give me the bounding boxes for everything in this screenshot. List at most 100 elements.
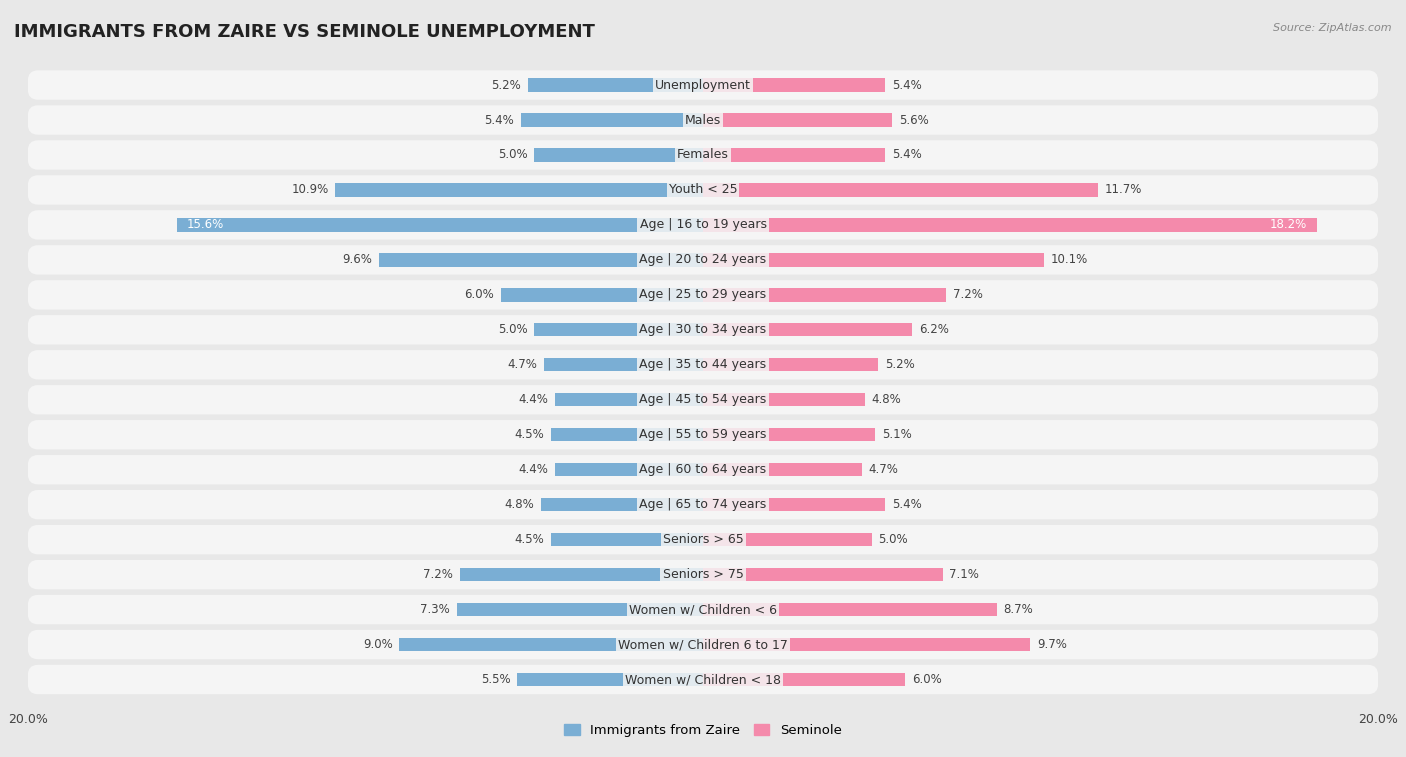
FancyBboxPatch shape xyxy=(28,665,1378,694)
Text: Women w/ Children 6 to 17: Women w/ Children 6 to 17 xyxy=(619,638,787,651)
Text: 5.0%: 5.0% xyxy=(498,323,527,336)
Bar xyxy=(703,183,1098,197)
Text: Women w/ Children < 18: Women w/ Children < 18 xyxy=(626,673,780,686)
Text: Age | 25 to 29 years: Age | 25 to 29 years xyxy=(640,288,766,301)
Text: Seniors > 75: Seniors > 75 xyxy=(662,568,744,581)
Text: 5.2%: 5.2% xyxy=(491,79,520,92)
Bar xyxy=(703,393,865,407)
Bar xyxy=(541,498,703,511)
Text: 7.2%: 7.2% xyxy=(423,568,453,581)
Text: 9.6%: 9.6% xyxy=(343,254,373,266)
Text: 5.0%: 5.0% xyxy=(879,533,908,546)
Text: 10.9%: 10.9% xyxy=(291,183,329,197)
Bar xyxy=(177,218,703,232)
FancyBboxPatch shape xyxy=(28,280,1378,310)
Text: 6.0%: 6.0% xyxy=(912,673,942,686)
Text: Males: Males xyxy=(685,114,721,126)
Bar xyxy=(703,79,886,92)
FancyBboxPatch shape xyxy=(28,70,1378,100)
Text: Unemployment: Unemployment xyxy=(655,79,751,92)
Text: 11.7%: 11.7% xyxy=(1105,183,1142,197)
Text: 9.0%: 9.0% xyxy=(363,638,392,651)
Text: Seniors > 65: Seniors > 65 xyxy=(662,533,744,546)
Text: 5.6%: 5.6% xyxy=(898,114,928,126)
Bar xyxy=(517,673,703,686)
Text: 9.7%: 9.7% xyxy=(1038,638,1067,651)
FancyBboxPatch shape xyxy=(28,210,1378,240)
FancyBboxPatch shape xyxy=(28,490,1378,519)
Text: 5.1%: 5.1% xyxy=(882,428,911,441)
Bar xyxy=(534,148,703,162)
Text: IMMIGRANTS FROM ZAIRE VS SEMINOLE UNEMPLOYMENT: IMMIGRANTS FROM ZAIRE VS SEMINOLE UNEMPL… xyxy=(14,23,595,41)
FancyBboxPatch shape xyxy=(28,140,1378,170)
Text: Age | 35 to 44 years: Age | 35 to 44 years xyxy=(640,358,766,371)
Text: Age | 45 to 54 years: Age | 45 to 54 years xyxy=(640,394,766,407)
Bar xyxy=(534,323,703,336)
Text: Females: Females xyxy=(678,148,728,161)
Legend: Immigrants from Zaire, Seminole: Immigrants from Zaire, Seminole xyxy=(558,719,848,743)
Text: 5.0%: 5.0% xyxy=(498,148,527,161)
Text: 4.4%: 4.4% xyxy=(517,463,548,476)
Text: 5.4%: 5.4% xyxy=(484,114,515,126)
Bar xyxy=(703,498,886,511)
Bar xyxy=(520,114,703,126)
Bar xyxy=(399,638,703,651)
Text: Age | 30 to 34 years: Age | 30 to 34 years xyxy=(640,323,766,336)
FancyBboxPatch shape xyxy=(28,630,1378,659)
Bar xyxy=(554,463,703,476)
Text: Age | 65 to 74 years: Age | 65 to 74 years xyxy=(640,498,766,511)
Text: 4.7%: 4.7% xyxy=(508,358,537,371)
Bar xyxy=(544,358,703,372)
Bar xyxy=(703,148,886,162)
Text: 4.4%: 4.4% xyxy=(517,394,548,407)
Bar xyxy=(703,638,1031,651)
Bar xyxy=(703,288,946,301)
Text: 7.1%: 7.1% xyxy=(949,568,979,581)
Bar xyxy=(457,603,703,616)
FancyBboxPatch shape xyxy=(28,245,1378,275)
Bar xyxy=(501,288,703,301)
Text: 5.2%: 5.2% xyxy=(886,358,915,371)
Bar xyxy=(380,254,703,266)
Bar xyxy=(703,463,862,476)
Text: 18.2%: 18.2% xyxy=(1270,219,1308,232)
Text: Age | 16 to 19 years: Age | 16 to 19 years xyxy=(640,219,766,232)
Text: 10.1%: 10.1% xyxy=(1050,254,1088,266)
FancyBboxPatch shape xyxy=(28,105,1378,135)
Text: 6.0%: 6.0% xyxy=(464,288,494,301)
Text: 15.6%: 15.6% xyxy=(187,219,224,232)
Text: 5.4%: 5.4% xyxy=(891,498,922,511)
FancyBboxPatch shape xyxy=(28,420,1378,450)
Bar xyxy=(703,673,905,686)
Text: 5.5%: 5.5% xyxy=(481,673,510,686)
Text: 5.4%: 5.4% xyxy=(891,79,922,92)
Bar xyxy=(554,393,703,407)
Text: Source: ZipAtlas.com: Source: ZipAtlas.com xyxy=(1274,23,1392,33)
Bar xyxy=(703,533,872,547)
FancyBboxPatch shape xyxy=(28,525,1378,554)
Text: 7.2%: 7.2% xyxy=(953,288,983,301)
Bar xyxy=(703,114,891,126)
Text: 7.3%: 7.3% xyxy=(420,603,450,616)
Text: 4.5%: 4.5% xyxy=(515,533,544,546)
FancyBboxPatch shape xyxy=(28,315,1378,344)
Bar xyxy=(703,568,942,581)
FancyBboxPatch shape xyxy=(28,560,1378,589)
Bar xyxy=(527,79,703,92)
Text: Age | 20 to 24 years: Age | 20 to 24 years xyxy=(640,254,766,266)
FancyBboxPatch shape xyxy=(28,176,1378,204)
Bar xyxy=(703,218,1317,232)
Text: Women w/ Children < 6: Women w/ Children < 6 xyxy=(628,603,778,616)
Bar xyxy=(703,323,912,336)
Bar xyxy=(335,183,703,197)
Text: Age | 60 to 64 years: Age | 60 to 64 years xyxy=(640,463,766,476)
Bar xyxy=(703,254,1043,266)
FancyBboxPatch shape xyxy=(28,385,1378,415)
Text: 4.8%: 4.8% xyxy=(872,394,901,407)
FancyBboxPatch shape xyxy=(28,595,1378,625)
Bar xyxy=(703,428,875,441)
Text: 4.5%: 4.5% xyxy=(515,428,544,441)
Text: 8.7%: 8.7% xyxy=(1004,603,1033,616)
Text: 5.4%: 5.4% xyxy=(891,148,922,161)
Text: Youth < 25: Youth < 25 xyxy=(669,183,737,197)
